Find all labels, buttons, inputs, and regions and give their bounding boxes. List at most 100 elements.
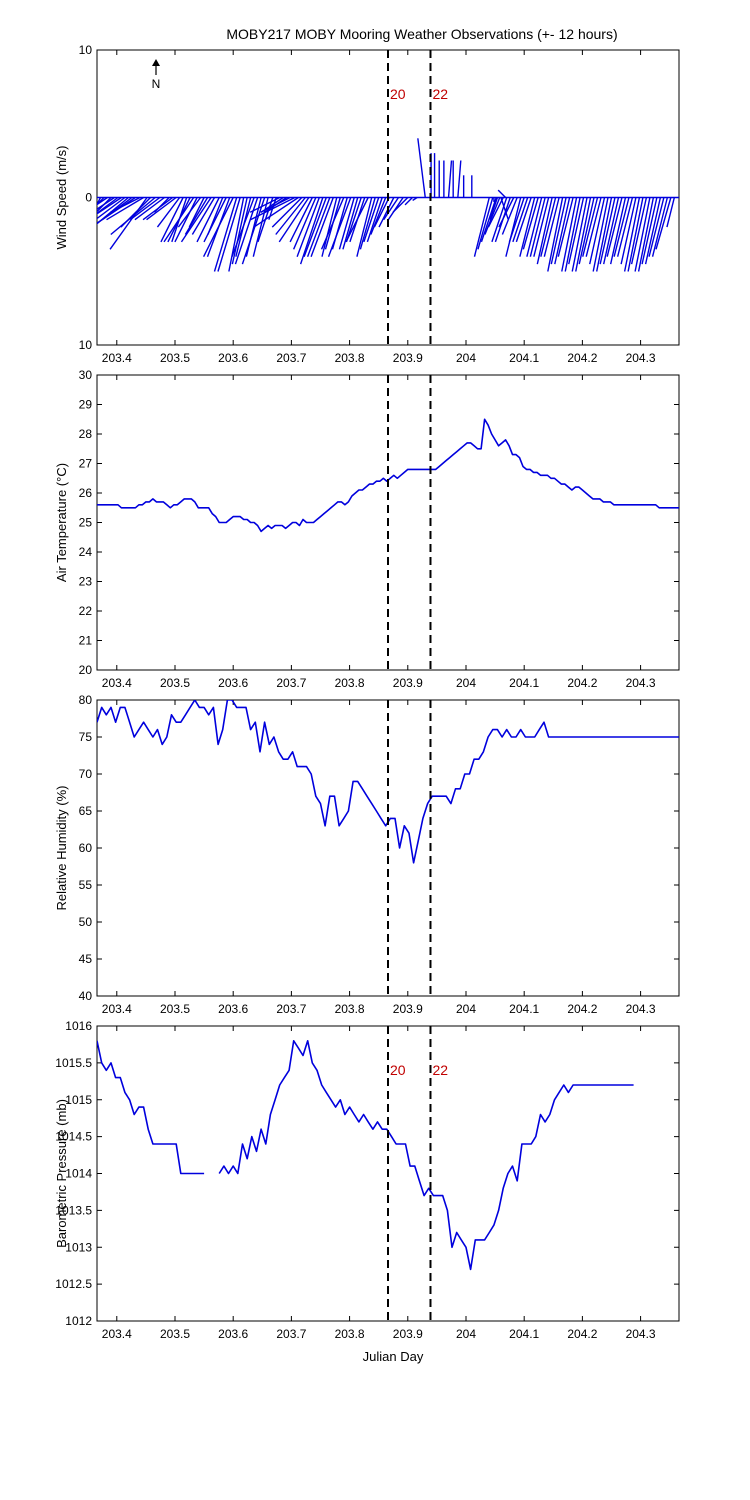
wind-vector: [412, 196, 418, 202]
wind-vector: [109, 197, 148, 250]
wind-vector: [634, 197, 651, 272]
wind-vector: [320, 197, 345, 250]
wind-vector: [522, 197, 539, 250]
y-tick-label: 60: [79, 841, 93, 855]
y-tick-label: 75: [79, 730, 93, 744]
x-tick-label: 204.3: [626, 1327, 656, 1341]
wind-vector: [582, 197, 599, 257]
wind-vector: [589, 197, 606, 265]
wind-vector: [606, 197, 623, 257]
wind-vector: [457, 160, 462, 198]
wind-vector: [497, 189, 507, 198]
wind-vector: [585, 197, 602, 257]
x-tick-label: 204: [456, 676, 476, 690]
wind-vector: [623, 197, 641, 272]
wind-vector: [174, 197, 198, 243]
x-tick-label: 203.9: [393, 1002, 423, 1016]
wind-vector: [97, 196, 115, 210]
wind-vector: [271, 197, 303, 228]
wind-vector: [213, 197, 238, 272]
x-tick-label: 203.5: [160, 676, 190, 690]
wind-vector: [519, 197, 536, 257]
wind-vector: [191, 197, 216, 235]
wind-vector: [260, 196, 291, 213]
y-tick-label: 1012.5: [55, 1277, 92, 1291]
wind-vector: [641, 197, 658, 265]
wind-vector: [97, 196, 119, 215]
wind-vector: [275, 197, 306, 235]
x-tick-label: 203.4: [102, 676, 132, 690]
y-tick-label: 27: [79, 457, 93, 471]
wind-vector: [543, 197, 560, 257]
wind-vector: [592, 197, 609, 272]
x-tick-label: 204.2: [567, 1002, 597, 1016]
x-tick-label: 203.9: [393, 676, 423, 690]
x-tick-label: 204.3: [626, 351, 656, 365]
wind-vector: [160, 197, 184, 243]
wind-vector: [289, 197, 313, 243]
wind-vector: [97, 196, 108, 206]
y-tick-label: 50: [79, 915, 93, 929]
wind-vector: [383, 197, 400, 221]
wind-vector: [296, 197, 320, 257]
wind-vector: [188, 197, 205, 228]
plot-area: [97, 138, 679, 272]
panel-3: 203.4 203.5 203.6 203.7 203.8 203.9 204 204.1 20…: [54, 693, 680, 1016]
wind-vector: [550, 197, 567, 265]
wind-vector: [540, 197, 557, 257]
wind-vector: [536, 197, 553, 265]
panel-2: 203.4 203.5 203.6 203.7 203.8 203.9 204 204.1 20…: [54, 368, 680, 690]
wind-vector: [345, 197, 369, 243]
x-tick-label: 203.5: [160, 1327, 190, 1341]
wind-vector: [378, 197, 395, 228]
wind-vector: [512, 197, 529, 243]
y-tick-label: 1013: [65, 1240, 92, 1254]
wind-vector: [134, 196, 165, 221]
north-indicator: N: [152, 59, 161, 91]
wind-vector: [299, 197, 324, 265]
x-tick-label: 204.1: [509, 1002, 539, 1016]
x-tick-label: 204.1: [509, 351, 539, 365]
y-tick-label: 10: [79, 338, 93, 352]
wind-vector: [278, 197, 310, 243]
wind-vector: [146, 196, 177, 221]
series-line: [218, 1040, 634, 1271]
x-tick-label: 203.7: [276, 1327, 306, 1341]
y-tick-label: 65: [79, 804, 93, 818]
wind-vector: [596, 197, 613, 272]
wind-vector: [480, 197, 497, 243]
wind-vector: [554, 197, 571, 265]
y-axis-title: Air Temperature (°C): [54, 463, 69, 582]
wind-vector: [627, 197, 644, 272]
y-tick-label: 20: [79, 663, 93, 677]
x-tick-label: 203.9: [393, 1327, 423, 1341]
wind-vector: [292, 197, 317, 250]
wind-vector: [177, 197, 202, 228]
wind-vector: [97, 196, 136, 224]
wind-vector: [547, 197, 564, 272]
event-marker-label: 20: [390, 86, 406, 102]
wind-vector: [630, 197, 648, 265]
y-tick-label: 80: [79, 693, 93, 707]
wind-vector: [473, 197, 490, 257]
wind-vector: [110, 196, 141, 213]
wind-vector: [363, 197, 380, 243]
y-tick-label: 22: [79, 604, 93, 618]
wind-vector: [505, 197, 522, 257]
wind-vector: [666, 197, 676, 228]
north-label: N: [152, 77, 161, 91]
y-tick-label: 10: [79, 43, 93, 57]
wind-vector: [561, 197, 578, 272]
wind-vector: [616, 197, 634, 257]
wind-vector: [571, 197, 588, 272]
y-tick-label: 55: [79, 878, 93, 892]
wind-vector: [110, 196, 156, 236]
x-tick-label: 203.7: [276, 1002, 306, 1016]
x-tick-label: 203.8: [335, 676, 365, 690]
event-marker-label: 22: [432, 1062, 448, 1078]
y-axis-title: Relative Humidity (%): [54, 786, 69, 911]
wind-vector: [306, 197, 331, 257]
wind-vector: [321, 197, 338, 257]
wind-vector: [97, 196, 122, 215]
